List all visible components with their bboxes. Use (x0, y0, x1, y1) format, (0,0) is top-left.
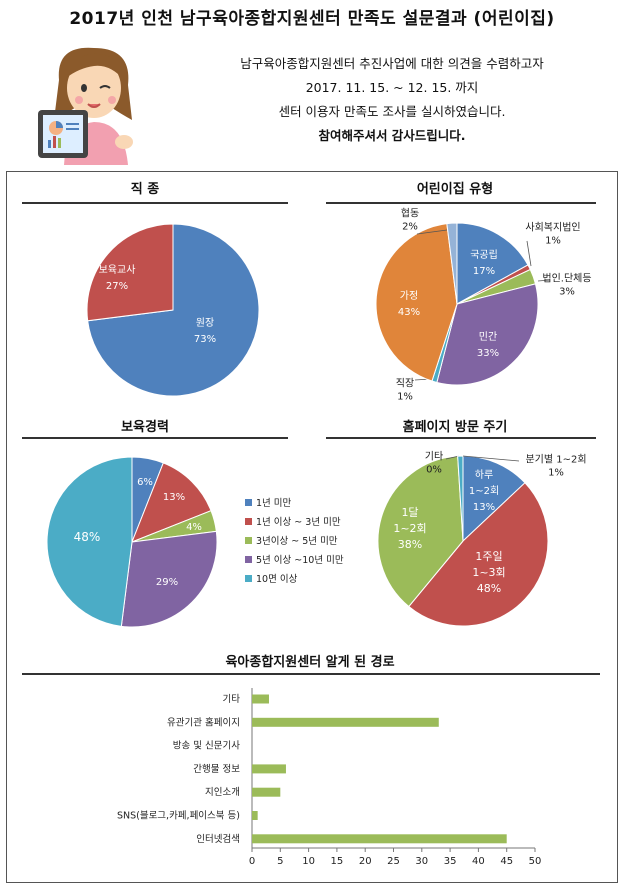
pie-slice-1-3 (436, 283, 539, 386)
pie-label-2-3: 29% (156, 577, 178, 588)
intro-line-2: 2017. 11. 15. ~ 12. 15. 까지 (305, 80, 479, 95)
chart-title-daycare-type: 어린이집 유형 (416, 182, 494, 197)
legend-label-2: 3년이상 ~ 5년 미만 (256, 536, 338, 547)
intro-line-4: 참여해주셔서 감사드립니다. (318, 128, 466, 143)
bar-1 (252, 717, 439, 727)
x-tick-label-8: 40 (472, 856, 485, 867)
pie-label-1-1: 사회복지법인 1% (525, 222, 580, 247)
legend-swatch-1 (245, 518, 252, 525)
pie-slice-2-4 (46, 456, 133, 627)
legend-label-0: 1년 미만 (256, 498, 292, 509)
pie-slice-1-6 (446, 222, 458, 305)
pie-label-3-4: 분기별 1~2회 1% (525, 454, 586, 479)
bar-category-4: 지인소개 (205, 787, 240, 798)
results-frame (6, 171, 618, 883)
legend-swatch-0 (245, 499, 252, 506)
chart-title-route: 육아종합지원센터 알게 된 경로 (225, 655, 395, 670)
x-tick-label-0: 0 (249, 856, 255, 867)
x-tick-label-3: 15 (331, 856, 344, 867)
x-tick-label-1: 5 (277, 856, 283, 867)
pie-slice-1-0 (456, 222, 529, 305)
bar-4 (252, 787, 281, 797)
bar-3 (252, 764, 286, 774)
pie-slice-3-2 (377, 455, 464, 608)
page-title: 2017년 인천 남구육아종합지원센터 만족도 설문결과 (어린이집) (69, 9, 555, 29)
leader-line-1-1 (526, 240, 532, 267)
bar-category-3: 간행물 정보 (193, 763, 240, 775)
bar-category-0: 기타 (223, 694, 241, 705)
pie-label-1-3: 민간 33% (477, 331, 499, 359)
legend-swatch-4 (245, 575, 252, 582)
pie-slice-2-3 (120, 530, 218, 628)
pie-slice-2-1 (131, 462, 212, 543)
rule-career (22, 437, 288, 439)
legend-label-3: 5년 이상 ~10년 미만 (256, 555, 344, 566)
pie-label-1-5: 가정 43% (398, 290, 420, 318)
x-tick-label-4: 20 (359, 856, 372, 867)
bar-0 (252, 694, 269, 704)
pie-slice-1-5 (375, 223, 458, 382)
pie-label-3-1: 1주일 1~3회 48% (472, 549, 505, 595)
pie-label-2-1: 13% (163, 492, 185, 503)
pie-label-2-4: 48% (74, 530, 101, 544)
bar-5 (252, 811, 258, 820)
chart-title-homepage: 홈페이지 방문 주기 (402, 420, 508, 435)
legend-swatch-2 (245, 537, 252, 544)
pie-label-1-4: 직장 1% (396, 378, 414, 403)
pie-label-3-0: 하루 1~2회 13% (469, 468, 499, 513)
rule-homepage (326, 437, 596, 439)
pie-label-2-0: 6% (137, 477, 153, 488)
pie-slice-3-4 (457, 455, 464, 542)
intro-line-1: 남구육아종합지원센터 추진사업에 대한 의견을 수렴하고자 (240, 56, 544, 71)
rule-route (22, 673, 600, 675)
pie-slice-3-1 (408, 482, 549, 627)
pie-label-0-0: 원장 73% (194, 317, 216, 345)
rule-daycare-type (326, 202, 596, 204)
intro-text: 남구육아종합지원센터 추진사업에 대한 의견을 수렴하고자 2017. 11. … (160, 52, 624, 148)
legend-label-1: 1년 이상 ~ 3년 미만 (256, 517, 341, 528)
chart-title-job: 직 종 (130, 182, 160, 197)
legend-swatch-3 (245, 556, 252, 563)
pie-label-1-6: 협동 2% (401, 207, 419, 233)
bar-6 (252, 834, 507, 844)
x-tick-label-7: 35 (444, 856, 457, 867)
leader-line-1-6 (416, 229, 448, 235)
leader-line-1-2 (537, 279, 551, 282)
pie-label-0-1: 보육교사 27% (99, 264, 136, 292)
leader-line-3-3 (445, 455, 460, 460)
x-tick-label-2: 10 (302, 856, 315, 867)
x-tick-label-6: 30 (415, 856, 428, 867)
leader-line-3-4 (462, 455, 520, 462)
bar-category-6: 인터넷검색 (196, 833, 240, 845)
pie-label-1-0: 국공립 17% (470, 248, 498, 277)
x-tick-label-5: 25 (387, 856, 400, 867)
rule-job (22, 202, 288, 204)
pie-label-1-2: 법인.단체등 3% (542, 273, 591, 298)
intro-line-3: 센터 이용자 만족도 조사를 실시하였습니다. (278, 104, 506, 119)
pie-label-3-2: 1달 1~2회 38% (393, 506, 426, 551)
bar-category-1: 유관기관 홈페이지 (167, 716, 240, 728)
mascot-illustration (38, 47, 133, 165)
x-tick-label-9: 45 (500, 856, 513, 867)
bar-category-5: SNS(블로그,카페,페이스북 등) (117, 811, 240, 822)
pie-label-2-2: 4% (186, 522, 202, 533)
pie-slice-0-1 (86, 223, 174, 322)
bar-category-2: 방송 및 신문기사 (173, 740, 240, 752)
legend-label-4: 10면 이상 (256, 574, 298, 585)
pie-label-3-3: 기타 0% (425, 451, 443, 476)
chart-title-career: 보육경력 (121, 420, 169, 435)
x-tick-label-10: 50 (529, 856, 542, 867)
